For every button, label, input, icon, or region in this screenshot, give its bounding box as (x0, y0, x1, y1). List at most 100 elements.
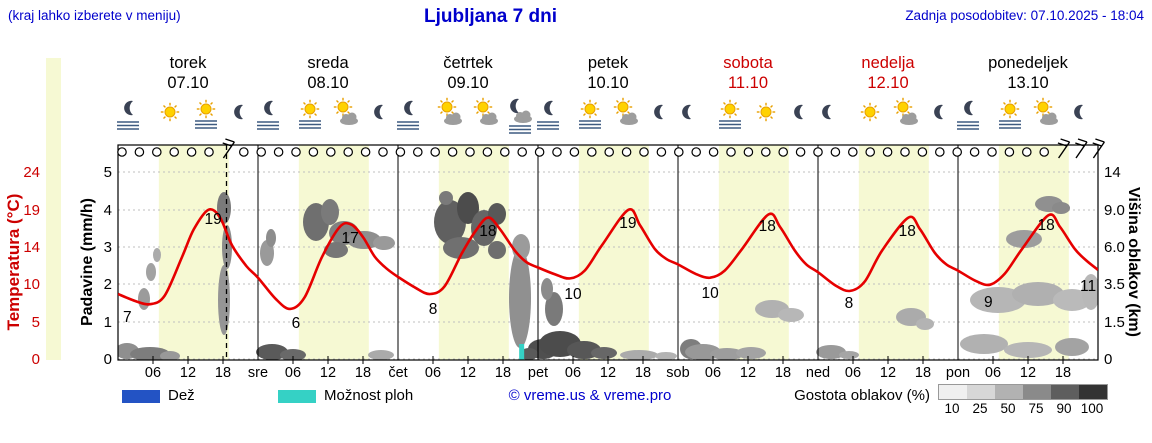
hour-tick-label: 06 (285, 365, 301, 381)
weather-icons (117, 97, 1083, 134)
sun-weather-icon (160, 102, 180, 122)
calm-wind-icon (760, 147, 771, 157)
wind-barb-icon (1075, 138, 1088, 159)
calm-wind-icon (152, 147, 162, 157)
calm-wind-icon (778, 147, 788, 157)
calm-wind-icon (708, 147, 719, 157)
calm-wind-icon (291, 147, 301, 157)
hour-tick-label: 12 (320, 365, 336, 381)
calm-wind-icon (726, 147, 736, 157)
wind-barb-icon (1057, 138, 1071, 159)
moon-weather-icon (682, 104, 691, 120)
day-abbrev-label: sre (248, 365, 268, 381)
fogmoon-weather-icon (397, 100, 419, 130)
calm-wind-icon (969, 147, 980, 157)
hour-tick-label: 18 (355, 365, 371, 381)
day-name: četrtek (443, 54, 493, 72)
density-segment (1079, 385, 1107, 399)
hour-tick-label: 18 (495, 365, 511, 381)
day-date: 08.10 (307, 74, 348, 92)
hour-tick-label: 12 (740, 365, 756, 381)
calm-wind-icon (395, 147, 406, 157)
calm-wind-icon (813, 147, 823, 157)
fogmoon-weather-icon (257, 100, 279, 130)
suncloud-weather-icon (333, 97, 358, 125)
temp-tick: 19 (23, 202, 40, 219)
moon-weather-icon (374, 104, 383, 120)
temp-value-label: 18 (479, 223, 496, 240)
density-tick-label: 100 (1080, 401, 1104, 416)
fogmoon-weather-icon (537, 100, 559, 130)
calm-wind-icon (239, 147, 249, 157)
wind-barb-icon (1092, 138, 1105, 159)
temp-value-label: 10 (701, 285, 719, 302)
shower-legend-swatch (278, 390, 316, 403)
calm-wind-icon (499, 147, 510, 157)
calm-wind-icon (134, 147, 145, 157)
cloud-height-tick: 6.0 (1104, 239, 1125, 256)
temp-value-label: 6 (292, 315, 301, 332)
suncloud-weather-icon (1033, 97, 1058, 125)
moon-weather-icon (794, 104, 803, 120)
cloud-height-tick: 3.5 (1104, 276, 1125, 293)
density-segment (995, 385, 1023, 399)
calm-wind-icon (691, 147, 701, 157)
hour-tick-label: 06 (565, 365, 581, 381)
density-tick-label: 10 (944, 401, 960, 416)
wind-symbols-row (117, 138, 1105, 159)
hour-tick-label: 18 (1055, 365, 1071, 381)
temp-value-label: 18 (1037, 217, 1054, 234)
hour-tick-label: 06 (845, 365, 861, 381)
calm-wind-icon (343, 147, 353, 157)
day-date: 07.10 (167, 74, 208, 92)
day-name: petek (588, 54, 629, 72)
precip-tick: 1 (104, 314, 112, 331)
calm-wind-icon (360, 147, 371, 157)
cloud-height-tick: 14 (1104, 164, 1121, 181)
day-date: 11.10 (728, 74, 768, 92)
sunfog-weather-icon (579, 99, 601, 129)
calm-wind-icon (482, 147, 493, 157)
sunfog-weather-icon (999, 99, 1021, 129)
suncloud-weather-icon (437, 97, 462, 125)
temp-value-label: 11 (1080, 278, 1096, 295)
hour-tick-label: 12 (180, 365, 196, 381)
calm-wind-icon (900, 147, 910, 157)
calm-wind-icon (934, 147, 945, 157)
hour-tick-label: 12 (600, 365, 616, 381)
temp-value-label: 19 (204, 211, 221, 228)
moon-weather-icon (934, 104, 943, 120)
temperature-value-labels: 19 17 18 19 18 18 18 7 6 8 10 10 8 9 11 (123, 211, 1096, 332)
precip-tick: 3 (104, 239, 112, 256)
calm-wind-icon (273, 147, 284, 157)
calm-wind-icon (830, 147, 841, 157)
calm-wind-icon (552, 147, 562, 157)
left-axis-strip (46, 58, 61, 360)
calm-wind-icon (865, 147, 875, 157)
sunfog-weather-icon (195, 99, 217, 129)
calm-wind-icon (1022, 147, 1032, 157)
suncloud-weather-icon (893, 97, 918, 125)
calm-wind-icon (1039, 147, 1049, 157)
temp-tick: 24 (23, 164, 40, 181)
temp-value-label: 7 (123, 309, 132, 326)
hour-tick-label: 18 (915, 365, 931, 381)
calm-wind-icon (586, 147, 597, 157)
calm-wind-icon (517, 147, 527, 157)
temp-value-label: 10 (564, 286, 582, 303)
cloud-density-scale-bar (938, 384, 1108, 400)
calm-wind-icon (795, 147, 806, 157)
x-axis-labels: 06 12 18 06 12 18 06 12 18 06 12 18 06 12 18 06 12 18 06 12… (145, 356, 1071, 381)
calm-wind-icon (430, 147, 440, 157)
day-date: 09.10 (447, 74, 488, 92)
day-name: torek (170, 54, 207, 72)
copyright-link[interactable]: © vreme.us & vreme.pro (508, 387, 672, 404)
wind-barb-icon (222, 138, 235, 159)
calm-wind-icon (447, 147, 458, 157)
calm-wind-icon (308, 147, 319, 157)
rain-legend-label: Dež (168, 387, 195, 404)
density-segment (1023, 385, 1051, 399)
calm-wind-icon (743, 147, 754, 157)
density-segment (1051, 385, 1079, 399)
